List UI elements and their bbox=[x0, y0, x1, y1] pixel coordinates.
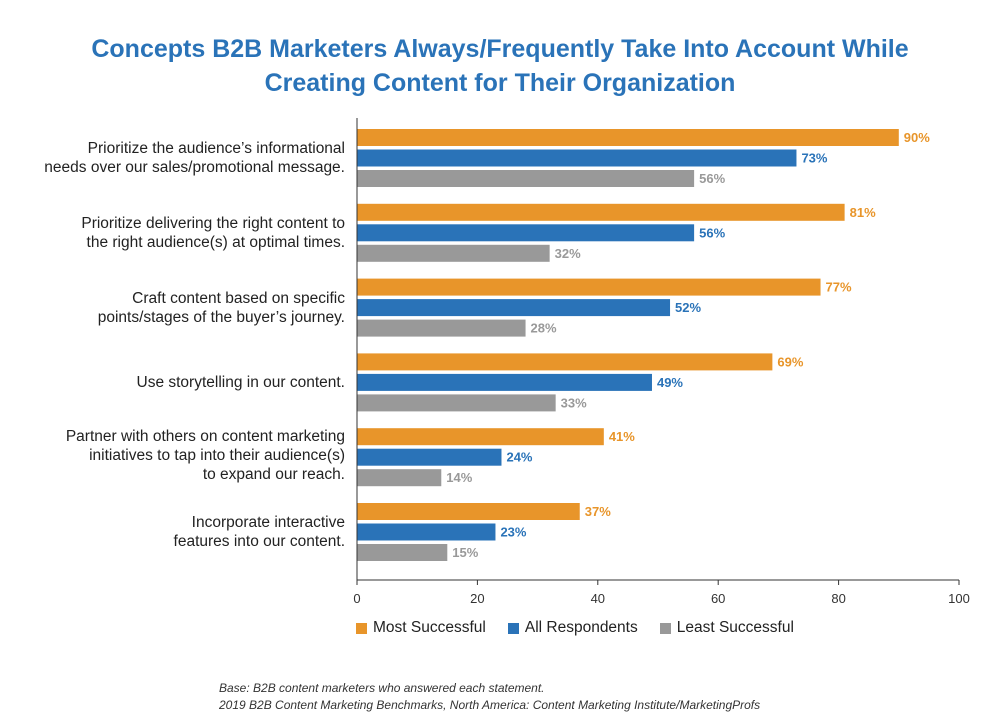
data-label: 81% bbox=[850, 205, 876, 220]
bar bbox=[357, 503, 580, 520]
legend-label: Least Successful bbox=[676, 619, 794, 636]
chart-title-line-1: Concepts B2B Marketers Always/Frequently… bbox=[91, 35, 909, 63]
bar bbox=[357, 394, 556, 412]
category-label: Prioritize delivering the right content … bbox=[81, 214, 345, 252]
bar bbox=[357, 224, 695, 242]
data-label: 28% bbox=[531, 321, 557, 336]
footnote-source: 2019 B2B Content Marketing Benchmarks, N… bbox=[219, 698, 761, 712]
category-label-line: initiatives to tap into their audience(s… bbox=[89, 446, 345, 464]
data-label: 23% bbox=[500, 525, 526, 540]
legend-swatch bbox=[507, 622, 519, 634]
category-label: Use storytelling in our content. bbox=[137, 373, 346, 392]
bar bbox=[357, 469, 442, 487]
category-label-line: Prioritize the audience’s informational bbox=[87, 140, 345, 157]
x-tick-label: 60 bbox=[711, 591, 725, 606]
bar bbox=[357, 299, 671, 317]
bar bbox=[357, 244, 550, 262]
x-tick-label: 80 bbox=[831, 591, 845, 606]
category-label-line: Prioritize delivering the right content … bbox=[81, 214, 345, 232]
legend-item: Most Successful bbox=[356, 619, 486, 637]
bar bbox=[357, 544, 448, 561]
category-label-line: Partner with others on content marketing bbox=[65, 427, 345, 445]
bar bbox=[357, 373, 652, 391]
category-label: Craft content based on specific points/st… bbox=[98, 289, 345, 327]
x-tick-label: 40 bbox=[591, 591, 605, 606]
bar bbox=[357, 523, 496, 541]
data-label: 56% bbox=[699, 171, 725, 186]
bar bbox=[357, 319, 526, 337]
bar bbox=[357, 170, 695, 187]
x-tick-label: 0 bbox=[353, 591, 360, 606]
category-label-line: Craft content based on specific bbox=[132, 289, 345, 307]
category-label: Prioritize the audience’s informational n… bbox=[44, 139, 345, 177]
legend-item: Least Successful bbox=[659, 619, 794, 637]
chart-title: Concepts B2B Marketers Always/Frequently… bbox=[0, 32, 1000, 100]
category-label-line: needs over our sales/promotional message… bbox=[44, 159, 345, 176]
bars-group: 90% 73% 56% 81% 56% 32% 77% 52% 28% 69% 49% 33% 41% 2… bbox=[357, 129, 930, 561]
x-tick-label: 20 bbox=[470, 591, 484, 606]
data-label: 33% bbox=[561, 395, 587, 410]
bar bbox=[357, 278, 821, 296]
category-label-line: to expand our reach. bbox=[202, 465, 345, 483]
bar bbox=[357, 428, 604, 446]
category-label-line: features into our content. bbox=[173, 533, 345, 550]
legend-label: All Respondents bbox=[524, 619, 638, 636]
data-label: 37% bbox=[585, 504, 611, 519]
data-label: 90% bbox=[904, 130, 930, 145]
data-label: 69% bbox=[777, 354, 803, 369]
legend-item: All Respondents bbox=[507, 619, 638, 637]
x-axis: 0 20 40 60 80 100 bbox=[353, 118, 970, 606]
data-label: 73% bbox=[801, 151, 827, 166]
legend: Most Successful All Respondents Least Succ… bbox=[356, 619, 794, 637]
legend-label: Most Successful bbox=[373, 619, 486, 636]
data-label: 77% bbox=[826, 280, 852, 295]
x-tick-label: 100 bbox=[948, 591, 970, 606]
data-label: 24% bbox=[506, 450, 532, 465]
category-label: Incorporate interactive features into our… bbox=[174, 513, 345, 551]
category-label-line: points/stages of the buyer’s journey. bbox=[97, 308, 345, 326]
data-label: 32% bbox=[555, 246, 581, 261]
footnote-base: Base: B2B content marketers who answered… bbox=[219, 681, 545, 695]
footnote: Base: B2B content marketers who answered… bbox=[219, 680, 760, 714]
category-label-line: the right audience(s) at optimal times. bbox=[86, 233, 345, 251]
data-label: 52% bbox=[675, 300, 701, 315]
category-label: Partner with others on content marketing… bbox=[66, 427, 345, 484]
legend-swatch bbox=[356, 622, 367, 634]
data-label: 49% bbox=[657, 375, 683, 390]
data-label: 56% bbox=[699, 225, 725, 240]
chart-title-line-2: Creating Content for Their Organization bbox=[264, 69, 736, 97]
legend-swatch bbox=[659, 622, 671, 634]
data-label: 41% bbox=[609, 429, 635, 444]
category-label-line: Use storytelling in our content. bbox=[136, 373, 346, 391]
bar bbox=[357, 353, 773, 371]
bar bbox=[357, 129, 899, 146]
bar bbox=[357, 203, 845, 221]
bar bbox=[357, 149, 797, 167]
data-label: 14% bbox=[446, 470, 472, 485]
bar bbox=[357, 448, 502, 466]
data-label: 15% bbox=[452, 545, 478, 560]
category-label-line: Incorporate interactive bbox=[191, 514, 345, 531]
